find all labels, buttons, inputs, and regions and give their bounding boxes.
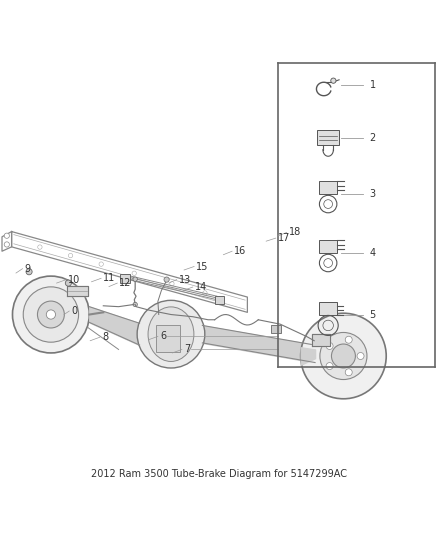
Circle shape: [326, 362, 333, 369]
Text: 11: 11: [103, 273, 116, 283]
Text: 5: 5: [370, 310, 376, 319]
Circle shape: [345, 369, 352, 376]
Text: 2: 2: [370, 133, 376, 143]
Bar: [319, 181, 337, 195]
Polygon shape: [311, 334, 330, 346]
Text: 13: 13: [179, 274, 191, 285]
Ellipse shape: [137, 300, 205, 368]
Ellipse shape: [148, 307, 194, 361]
Text: 3: 3: [370, 189, 376, 199]
Text: 4: 4: [370, 248, 376, 259]
Circle shape: [331, 78, 336, 83]
Text: 12: 12: [120, 278, 132, 288]
Circle shape: [23, 287, 78, 342]
Text: 0: 0: [71, 306, 78, 316]
Circle shape: [132, 271, 136, 276]
Circle shape: [46, 310, 56, 319]
Text: 6: 6: [160, 332, 166, 341]
Circle shape: [26, 269, 32, 275]
Text: 14: 14: [195, 282, 207, 292]
Circle shape: [4, 242, 10, 247]
Circle shape: [12, 276, 89, 353]
Circle shape: [99, 262, 103, 266]
Circle shape: [68, 253, 73, 258]
Text: 18: 18: [289, 228, 301, 237]
Circle shape: [326, 342, 333, 350]
Circle shape: [164, 277, 169, 282]
Text: 16: 16: [234, 246, 247, 256]
Text: 2012 Ram 3500 Tube-Brake Diagram for 5147299AC: 2012 Ram 3500 Tube-Brake Diagram for 514…: [91, 469, 347, 479]
Circle shape: [4, 233, 10, 238]
Text: 8: 8: [102, 332, 108, 342]
Circle shape: [133, 302, 138, 306]
Circle shape: [38, 245, 42, 249]
Bar: [155, 326, 180, 352]
Bar: [319, 240, 337, 253]
Circle shape: [203, 290, 207, 295]
Circle shape: [357, 352, 364, 359]
Circle shape: [332, 344, 355, 368]
Bar: [317, 130, 339, 146]
Circle shape: [38, 301, 64, 328]
Bar: [272, 326, 281, 333]
Polygon shape: [67, 286, 88, 296]
Text: 1: 1: [370, 80, 376, 90]
Circle shape: [170, 281, 174, 286]
Circle shape: [345, 336, 352, 343]
Text: 15: 15: [196, 262, 208, 271]
Circle shape: [65, 280, 71, 286]
Circle shape: [133, 277, 138, 281]
Text: 9: 9: [25, 264, 31, 273]
Bar: [215, 296, 224, 304]
Bar: [319, 302, 337, 314]
Text: 17: 17: [278, 233, 290, 243]
Text: 10: 10: [68, 274, 81, 285]
Bar: [120, 274, 131, 283]
Text: 7: 7: [184, 344, 191, 354]
Circle shape: [300, 313, 386, 399]
Circle shape: [320, 333, 367, 379]
